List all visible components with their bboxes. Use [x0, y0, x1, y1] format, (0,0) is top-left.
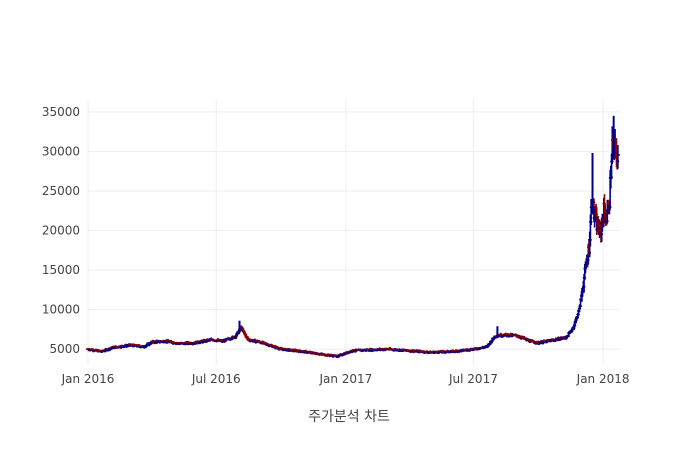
y-tick-label: 35000	[42, 105, 80, 119]
x-tick-label: Jan 2018	[576, 372, 630, 386]
y-axis-ticks: 5000 10000 15000 20000 25000 30000 35000	[42, 105, 80, 356]
x-tick-label: Jul 2017	[448, 372, 498, 386]
x-axis-ticks: Jan 2016 Jul 2016 Jan 2017 Jul 2017 Jan 2018	[61, 372, 630, 386]
y-tick-label: 25000	[42, 184, 80, 198]
ohlc-bar	[615, 145, 620, 169]
x-tick-label: Jan 2017	[318, 372, 372, 386]
x-tick-label: Jan 2016	[61, 372, 115, 386]
x-axis-title: 주가분석 차트	[308, 409, 390, 425]
y-tick-label: 20000	[42, 224, 80, 238]
y-tick-label: 5000	[49, 342, 80, 356]
y-tick-label: 30000	[42, 144, 80, 158]
y-tick-label: 15000	[42, 263, 80, 277]
y-tick-label: 10000	[42, 303, 80, 317]
x-tick-label: Jul 2016	[191, 372, 241, 386]
grid-lines	[87, 100, 620, 365]
ohlc-series	[86, 115, 620, 359]
